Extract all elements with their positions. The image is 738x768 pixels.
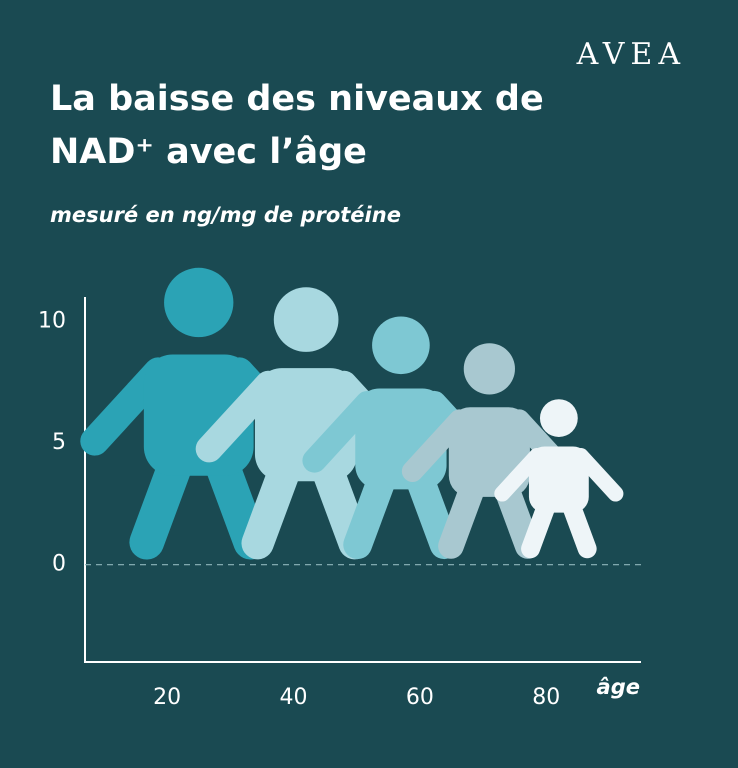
- x-tick-label: 40: [280, 685, 308, 710]
- figure-leg: [241, 454, 301, 560]
- figure-head: [273, 287, 339, 352]
- figure-head: [164, 267, 234, 338]
- figure-torso: [528, 446, 589, 513]
- figure-leg: [493, 475, 541, 559]
- y-tick-label: 10: [38, 308, 66, 333]
- figure-leg: [343, 465, 397, 560]
- figure-head: [463, 343, 515, 395]
- chart-title: NAD⁺ avec l’âge: [50, 132, 367, 172]
- figure-head: [372, 316, 430, 375]
- figure-leg: [562, 496, 597, 559]
- x-tick-label: 80: [532, 685, 560, 710]
- x-tick-label: 60: [406, 685, 434, 710]
- figure-leg: [438, 475, 486, 559]
- person-figure: [494, 399, 624, 559]
- figure-head: [539, 399, 578, 437]
- figure-leg: [129, 446, 193, 560]
- logo: AVEA: [576, 37, 686, 72]
- y-tick-label: 0: [52, 552, 66, 577]
- x-tick-label: 20: [153, 685, 181, 710]
- figure-leg: [521, 496, 556, 559]
- x-axis-label: âge: [597, 675, 640, 699]
- figure-leg: [405, 465, 459, 560]
- chart-title: La baisse des niveaux de: [50, 79, 544, 119]
- chart-subtitle: mesuré en ng/mg de protéine: [50, 203, 401, 227]
- y-tick-label: 5: [52, 430, 66, 455]
